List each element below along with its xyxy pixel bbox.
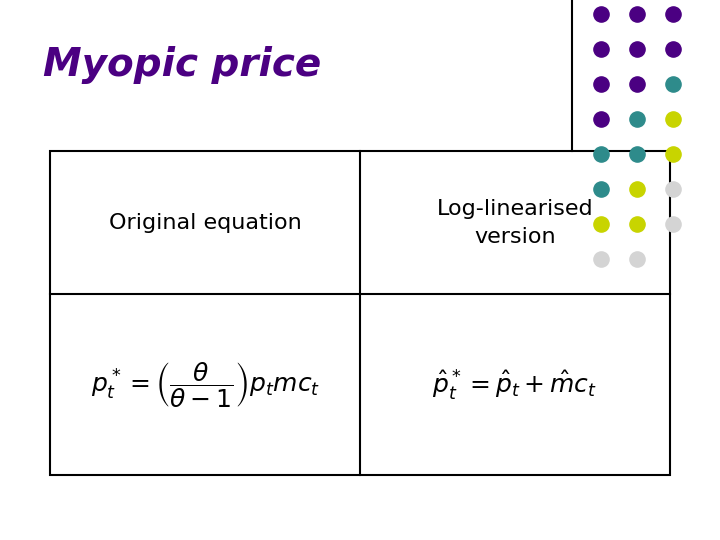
Point	[667, 79, 679, 88]
Text: $\hat{p}_t^* = \hat{p}_t + \hat{m}c_t$: $\hat{p}_t^* = \hat{p}_t + \hat{m}c_t$	[432, 368, 598, 402]
Point	[631, 9, 643, 18]
Point	[631, 255, 643, 264]
Text: Original equation: Original equation	[109, 213, 302, 233]
Point	[667, 114, 679, 123]
Point	[595, 255, 607, 264]
Text: $p_t^* = \left(\dfrac{\theta}{\theta-1}\right)p_t mc_t$: $p_t^* = \left(\dfrac{\theta}{\theta-1}\…	[91, 360, 320, 410]
Point	[595, 114, 607, 123]
Point	[595, 44, 607, 53]
Point	[631, 150, 643, 158]
Point	[595, 220, 607, 228]
Point	[595, 185, 607, 193]
Point	[631, 220, 643, 228]
Point	[631, 185, 643, 193]
Point	[595, 150, 607, 158]
Point	[631, 44, 643, 53]
Point	[667, 9, 679, 18]
Text: Myopic price: Myopic price	[43, 46, 321, 84]
Point	[667, 44, 679, 53]
Point	[667, 185, 679, 193]
Text: Log-linearised
version: Log-linearised version	[436, 199, 593, 247]
Point	[631, 79, 643, 88]
Point	[595, 9, 607, 18]
Point	[595, 79, 607, 88]
Point	[631, 114, 643, 123]
Point	[667, 220, 679, 228]
Point	[667, 150, 679, 158]
